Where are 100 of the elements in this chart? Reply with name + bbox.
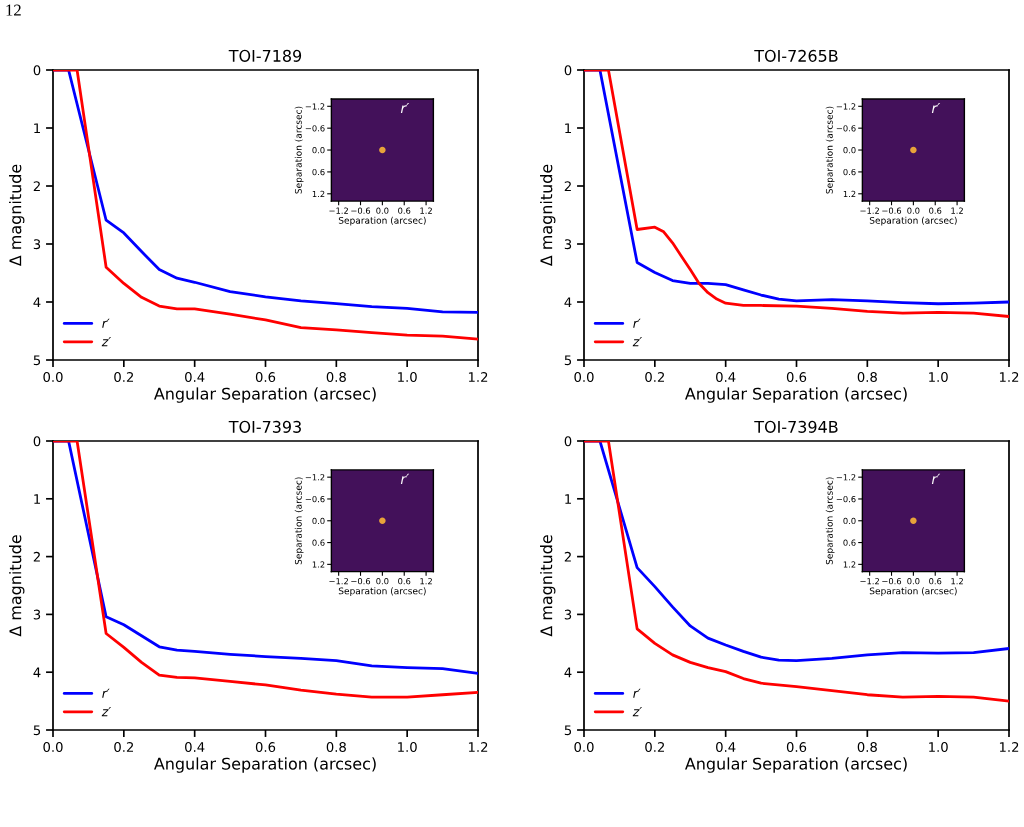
x-axis-title: Separation (arcsec) [338,216,426,226]
x-tick-label: −1.2 [329,578,348,585]
y-axis-title: Δ magnitude [9,535,25,637]
y-axis-title: Separation (arcsec) [825,106,835,194]
y-axis-title: Separation (arcsec) [294,106,304,194]
legend-label: r′ [102,688,110,698]
x-tick-label: 1.0 [398,372,417,383]
y-tick-label: 2 [564,181,571,192]
y-tick-label: 0 [33,436,41,447]
annotation: r′ [931,102,941,114]
x-tick-label: 1.2 [999,372,1019,382]
x-axis-title: Angular Separation (arcsec) [684,757,907,773]
y-tick-label: 5 [564,725,572,736]
legend-label: z′ [632,337,643,347]
y-tick-label: 0.6 [843,539,856,546]
x-tick-label: 0.4 [716,742,736,753]
x-tick-label: 1.0 [929,742,948,753]
y-tick-label: 1 [34,494,40,504]
y-tick-label: −1.2 [305,103,325,110]
y-tick-label: −0.6 [836,125,856,132]
x-tick-label: 0.6 [255,742,276,753]
y-tick-label: 4 [564,297,572,308]
x-axis-title: Separation (arcsec) [869,587,957,597]
y-tick-label: 4 [33,297,41,308]
y-tick-label: 3 [564,609,572,620]
x-tick-label: −1.2 [860,578,879,585]
x-tick-label: 1.0 [398,742,417,753]
x-tick-label: 1.2 [468,372,488,382]
y-tick-label: 1.2 [312,190,325,197]
y-tick-label: 0.0 [312,147,325,154]
y-axis-title: Δ magnitude [540,535,556,637]
x-tick-label: 0.6 [929,578,942,585]
x-tick-label: 0.2 [114,372,133,383]
x-tick-label: 0.8 [326,372,346,383]
chart-title: TOI-7189 [228,49,302,62]
y-tick-label: 3 [33,609,41,620]
x-axis-title: Angular Separation (arcsec) [684,387,907,403]
y-tick-label: 3 [33,239,41,250]
y-tick-label: 0.6 [843,168,856,176]
x-tick-label: 0.6 [398,207,411,214]
x-tick-label: 0.2 [645,372,664,383]
legend-label: r′ [102,318,110,328]
y-axis-title: Separation (arcsec) [294,477,304,565]
x-tick-label: 1.2 [420,207,432,214]
x-axis-title: Separation (arcsec) [869,216,957,226]
x-tick-label: 0.2 [114,742,133,753]
x-tick-label: 0.0 [376,207,389,214]
x-tick-label: 0.8 [857,742,877,753]
y-tick-label: 1 [34,123,40,134]
x-tick-label: −1.2 [329,207,348,214]
x-tick-label: 0.4 [185,372,205,383]
x-tick-label: 0.2 [645,742,664,753]
y-tick-label: 4 [33,667,41,678]
x-tick-label: 1.2 [999,742,1019,752]
x-tick-label: 0.0 [574,742,594,753]
x-tick-label: 1.0 [929,372,948,383]
x-tick-label: 0.0 [574,372,594,383]
x-tick-label: 1.2 [951,207,963,214]
annotation: r′ [400,473,410,484]
x-tick-label: 0.0 [43,372,63,383]
y-tick-label: 3 [564,239,572,250]
y-tick-label: 1 [565,494,571,504]
y-tick-label: 2 [33,551,40,562]
x-tick-label: 1.2 [420,578,432,585]
x-tick-label: 0.0 [376,578,389,585]
y-tick-label: 5 [33,355,41,366]
y-tick-label: −1.2 [836,474,856,481]
y-tick-label: −1.2 [305,474,325,481]
y-tick-label: 5 [33,725,41,736]
chart-title: TOI-7265B [754,49,838,62]
y-tick-label: 0 [564,65,572,76]
x-axis-title: Separation (arcsec) [338,587,426,597]
y-tick-label: 2 [33,181,40,192]
y-tick-label: 1.2 [312,561,325,568]
x-tick-label: 0.6 [929,207,942,214]
y-tick-label: −1.2 [836,103,856,110]
y-tick-label: 0.0 [843,147,856,154]
x-tick-label: 0.6 [786,742,807,753]
x-tick-label: −0.6 [882,578,902,585]
legend-label: r′ [633,688,641,698]
x-tick-label: 0.0 [907,207,920,214]
y-tick-label: 0.6 [312,539,325,546]
y-tick-label: 1 [565,123,571,134]
annotation: r′ [400,102,410,114]
text: 12 [6,4,21,16]
x-tick-label: 1.2 [951,578,963,585]
y-tick-label: 0 [564,436,572,447]
y-tick-label: 0 [33,65,41,76]
x-tick-label: 0.8 [326,742,346,753]
y-tick-label: −0.6 [305,495,325,503]
x-tick-label: −1.2 [860,207,879,214]
x-tick-label: 0.4 [716,372,736,383]
annotation: r′ [931,473,941,484]
x-tick-label: 0.6 [255,372,276,383]
x-axis-title: Angular Separation (arcsec) [153,387,376,403]
y-tick-label: 0.0 [843,517,856,525]
y-axis-title: Δ magnitude [9,164,25,267]
y-tick-label: 5 [564,355,572,366]
legend-label: z′ [101,707,112,717]
x-tick-label: −0.6 [882,207,902,214]
